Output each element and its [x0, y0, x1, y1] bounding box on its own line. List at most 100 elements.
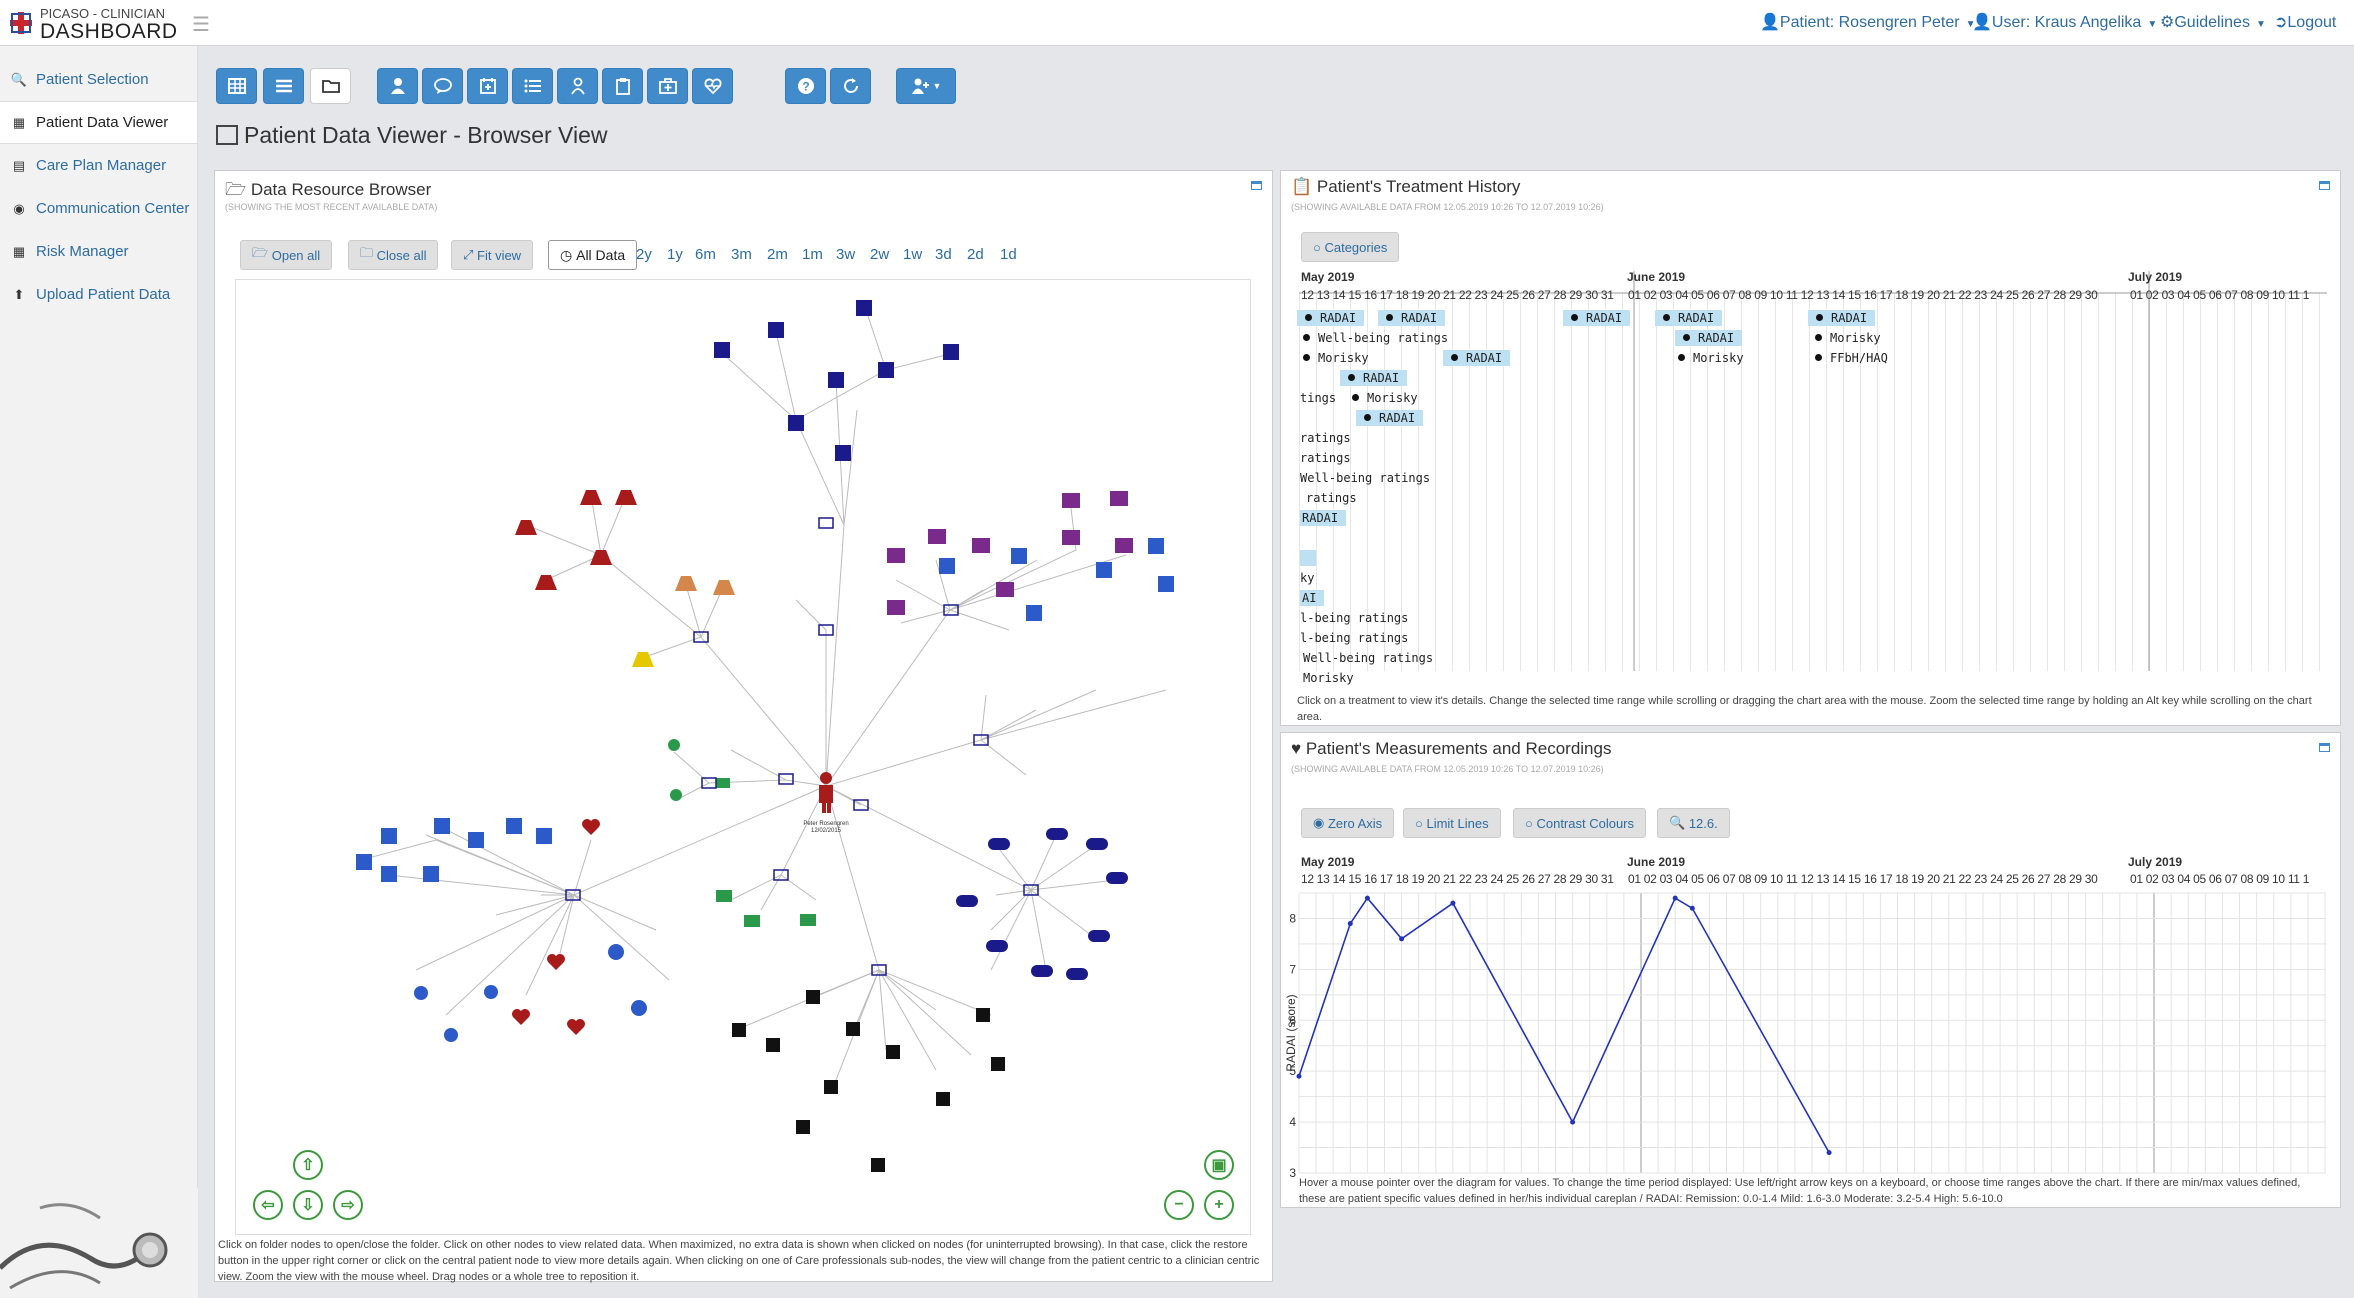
table-view-button[interactable] [216, 68, 257, 104]
treatment-item[interactable]: RADAI [1297, 310, 1365, 326]
patient-node[interactable]: Peter Rosengren 12/02/2015 [803, 772, 849, 834]
sidebar-item-care-plan-manager[interactable]: ▤ Care Plan Manager [0, 144, 197, 187]
minimize-icon[interactable] [1251, 181, 1262, 190]
limit-lines-button[interactable]: ○ Limit Lines [1403, 808, 1501, 838]
add-user-button[interactable]: ▼ [896, 68, 956, 104]
open-all-button[interactable]: 🗁 Open all [240, 240, 333, 270]
browser-view-button[interactable] [310, 68, 351, 104]
fit-zoom-button[interactable]: ▣ [1204, 1150, 1234, 1180]
treatment-item[interactable]: RADAI [1378, 310, 1446, 326]
zoom-date-button[interactable]: 🔍 12.6. [1657, 808, 1730, 838]
patient-button[interactable] [377, 68, 418, 104]
treatment-item[interactable] [1300, 550, 1316, 566]
folder-nodes[interactable] [565, 517, 1039, 976]
range-2m[interactable]: 2m [767, 246, 788, 263]
treatment-item[interactable]: ratings [1300, 431, 1351, 445]
treatment-item[interactable]: Well-being ratings [1303, 330, 1448, 346]
medication-nodes[interactable] [956, 828, 1128, 980]
pan-right-button[interactable]: ⇨ [333, 1190, 363, 1220]
treatment-item[interactable]: Morisky [1815, 330, 1881, 346]
range-2d[interactable]: 2d [967, 246, 984, 263]
vital-nodes[interactable] [512, 819, 600, 1035]
treatment-item[interactable]: ratings [1306, 491, 1357, 505]
list-ul-icon [524, 79, 541, 93]
range-3d[interactable]: 3d [935, 246, 952, 263]
contrast-colours-button[interactable]: ○ Contrast Colours [1513, 808, 1647, 838]
medkit-button[interactable] [647, 68, 688, 104]
zoom-in-button[interactable]: + [1204, 1190, 1234, 1220]
treatment-item[interactable]: RADAI [1655, 310, 1723, 326]
sidebar-item-patient-selection[interactable]: 🔍 Patient Selection [0, 58, 197, 101]
logout-link[interactable]: ➲Logout [2274, 12, 2336, 32]
appointment-nodes[interactable] [714, 300, 959, 461]
lab-nodes[interactable] [515, 490, 637, 590]
pan-up-button[interactable]: ⇧ [293, 1150, 323, 1180]
treatment-item[interactable]: Morisky [1678, 350, 1744, 366]
appointment-button[interactable] [467, 68, 508, 104]
radai-chart[interactable]: 3 4 5 6 7 8 RADAI (score) [1281, 883, 2341, 1183]
range-6m[interactable]: 6m [695, 246, 716, 263]
measurements-button[interactable] [692, 68, 733, 104]
treatment-item[interactable]: l-being ratings [1300, 611, 1409, 625]
range-1m[interactable]: 1m [802, 246, 823, 263]
communication-button[interactable] [422, 68, 463, 104]
help-button[interactable]: ? [785, 68, 826, 104]
resource-graph-canvas[interactable]: Peter Rosengren 12/02/2015 [236, 280, 1250, 1234]
fit-view-button[interactable]: ⤢ Fit view [451, 240, 534, 270]
treatment-item[interactable]: ky [1300, 571, 1315, 585]
treatment-item[interactable]: tings [1300, 391, 1337, 405]
pan-down-button[interactable]: ⇩ [293, 1190, 323, 1220]
resource-graph[interactable]: Peter Rosengren 12/02/2015 [235, 279, 1251, 1235]
care-team-nodes[interactable] [668, 739, 816, 927]
imaging-nodes[interactable] [887, 491, 1133, 615]
range-1d[interactable]: 1d [1000, 246, 1017, 263]
minimize-icon[interactable] [2319, 743, 2330, 752]
treatment-item[interactable]: FFbH/HAQ [1815, 350, 1888, 366]
list-view-button[interactable] [263, 68, 304, 104]
treatment-item[interactable]: Morisky [1303, 350, 1369, 366]
panel-title-text: Patient's Treatment History [1316, 177, 1521, 196]
treatment-item[interactable]: Well-being ratings [1303, 651, 1434, 665]
user-menu[interactable]: 👤User: Kraus Angelika ▼ [1972, 12, 2157, 32]
sidebar-item-patient-data-viewer[interactable]: ▦ Patient Data Viewer [0, 101, 197, 144]
sidebar-item-upload-patient-data[interactable]: ⬆ Upload Patient Data [0, 273, 197, 316]
close-all-button[interactable]: 🗀 Close all [348, 240, 439, 270]
testing-nodes[interactable] [732, 990, 1005, 1172]
zoom-out-button[interactable]: − [1164, 1190, 1194, 1220]
treatment-item[interactable]: l-being ratings [1300, 631, 1409, 645]
treatment-item[interactable]: Morisky [1352, 390, 1418, 406]
questionnaire-nodes[interactable] [356, 538, 1174, 882]
guidelines-menu[interactable]: ⚙Guidelines ▼ [2160, 12, 2266, 32]
range-1y[interactable]: 1y [667, 246, 683, 263]
treatment-item[interactable]: ratings [1300, 451, 1351, 465]
treatment-item[interactable]: Well-being ratings [1300, 471, 1431, 485]
range-1w[interactable]: 1w [903, 246, 923, 263]
doctor-button[interactable] [557, 68, 598, 104]
treatment-item[interactable]: RADAI [1300, 510, 1347, 526]
range-2y[interactable]: 2y [636, 246, 652, 263]
sidebar-item-communication-center[interactable]: ◉ Communication Center [0, 187, 197, 230]
treatment-item[interactable]: Morisky [1303, 671, 1354, 685]
range-3w[interactable]: 3w [836, 246, 856, 263]
clipboard-button[interactable] [602, 68, 643, 104]
zero-axis-button[interactable]: ◉ Zero Axis [1301, 808, 1395, 838]
menu-toggle-icon[interactable]: ☰ [192, 14, 210, 36]
patient-menu[interactable]: 👤Patient: Rosengren Peter ▼ [1760, 12, 1976, 32]
all-data-button[interactable]: ◷ All Data [548, 240, 638, 270]
treatment-item[interactable]: RADAI [1563, 310, 1631, 326]
treatment-item[interactable]: RADAI [1675, 330, 1743, 346]
range-3m[interactable]: 3m [731, 246, 752, 263]
minimize-icon[interactable] [2319, 181, 2330, 190]
refresh-button[interactable] [830, 68, 871, 104]
treatment-item[interactable]: RADAI [1356, 410, 1424, 426]
treatment-item[interactable]: AI [1300, 590, 1325, 606]
history-grid[interactable] [1299, 271, 2327, 671]
items-list-button[interactable] [512, 68, 553, 104]
categories-button[interactable]: ○ Categories [1301, 232, 1400, 262]
sidebar-item-risk-manager[interactable]: ▦ Risk Manager [0, 230, 197, 273]
pan-left-button[interactable]: ⇦ [253, 1190, 283, 1220]
range-2w[interactable]: 2w [870, 246, 890, 263]
treatment-item[interactable]: RADAI [1443, 350, 1511, 366]
treatment-item[interactable]: RADAI [1808, 310, 1876, 326]
treatment-item[interactable]: RADAI [1340, 370, 1408, 386]
